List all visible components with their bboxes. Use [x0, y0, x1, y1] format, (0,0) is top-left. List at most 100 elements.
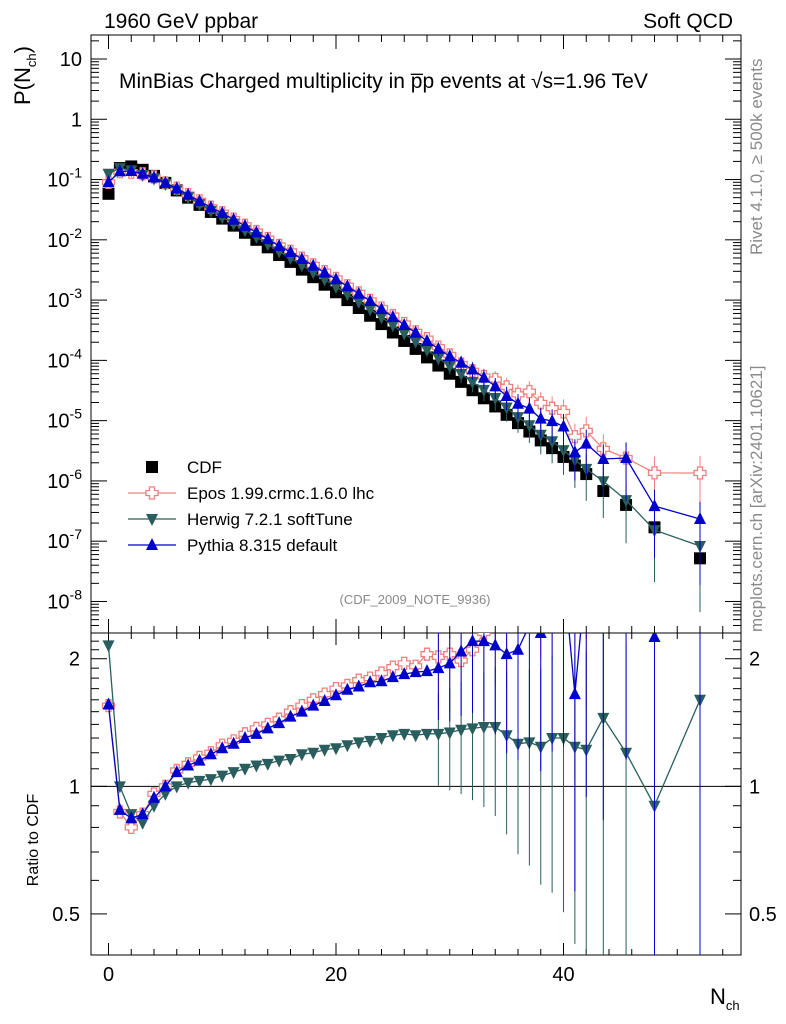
herwig-ratio-point — [159, 788, 172, 801]
herwig-ratio-point — [421, 728, 433, 741]
ratio-panel-frame — [90, 632, 742, 956]
herwig-ratio-point — [295, 749, 308, 762]
pythia-ratio-point — [182, 758, 195, 771]
pythia-ratio-point — [216, 741, 229, 754]
herwig-point — [341, 289, 354, 302]
y-tick-label: 10-5 — [47, 406, 82, 433]
pythia-point — [534, 411, 547, 424]
y-tick-label: 10-2 — [47, 225, 82, 252]
epos-point — [534, 396, 548, 410]
epos-point — [556, 405, 571, 419]
epos-ratio-point — [374, 666, 389, 680]
pythia-ratio-point — [597, 554, 609, 566]
epos-point — [522, 384, 537, 399]
pythia-ratio-point — [341, 682, 354, 695]
pythia-ratio-point — [295, 704, 308, 717]
pythia-ratio-point — [432, 661, 445, 674]
epos-ratio-point — [489, 591, 501, 603]
pythia-ratio-point — [580, 565, 592, 577]
herwig-ratio-point — [148, 800, 160, 813]
pythia-ratio-point — [273, 716, 286, 729]
herwig-ratio-point — [409, 730, 422, 743]
epos-ratio-point — [694, 181, 706, 193]
herwig-ratio-point — [113, 781, 126, 794]
pythia-point — [261, 232, 274, 245]
epos-ratio-point — [386, 660, 400, 674]
epos-point — [647, 466, 662, 480]
pythia-ratio-point — [330, 688, 342, 701]
ratio-tick-label: 2 — [69, 649, 80, 671]
pythia-point — [227, 212, 240, 225]
y-axis-label: P(Nch) — [10, 46, 39, 105]
pythia-point — [318, 265, 331, 278]
pythia-point — [477, 370, 490, 383]
epos-ratio-point — [569, 578, 581, 590]
y-tick-label: 10-3 — [47, 285, 82, 312]
pythia-ratio-point — [102, 697, 115, 710]
legend-marker-herwig — [146, 514, 158, 526]
pythia-point — [523, 401, 536, 414]
herwig-point — [477, 384, 490, 397]
herwig-ratio-point — [341, 740, 354, 753]
pythia-point — [364, 293, 377, 306]
epos-ratio-point — [420, 647, 434, 661]
herwig-ratio-point — [352, 737, 365, 750]
herwig-ratio-point — [398, 728, 411, 741]
herwig-ratio-point — [216, 770, 229, 783]
herwig-ratio-point — [386, 730, 399, 743]
pythia-point — [273, 239, 286, 252]
pythia-ratio-point — [239, 731, 251, 744]
herwig-point — [523, 420, 536, 433]
herwig-ratio-point — [284, 754, 297, 767]
pythia-point — [330, 272, 342, 285]
legend-label-epos: Epos 1.99.crmc.1.6.0 lhc — [187, 484, 375, 503]
cdf-point — [409, 342, 422, 355]
epos-ratio-point — [397, 656, 411, 671]
x-tick-label: 0 — [103, 964, 114, 986]
pythia-point — [489, 379, 502, 392]
pythia-point — [421, 334, 433, 347]
cdf-point — [421, 351, 433, 364]
pythia-ratio-point — [443, 656, 456, 669]
pythia-ratio-point — [386, 670, 399, 683]
epos-point — [545, 401, 559, 415]
pythia-ratio-point — [558, 565, 570, 577]
pythia-point — [113, 164, 126, 177]
pythia-point — [432, 341, 445, 354]
epos-point — [693, 466, 707, 480]
pythia-ratio-point — [568, 687, 581, 700]
ratio-plot-area — [101, 181, 706, 955]
pythia-point — [455, 355, 468, 368]
pythia-ratio-point — [113, 802, 126, 815]
epos-ratio-point — [124, 820, 138, 835]
pythia-ratio-point — [170, 765, 183, 778]
pythia-point — [648, 499, 661, 512]
rivet-label: Rivet 4.1.0, ≥ 500k events — [747, 59, 766, 255]
herwig-ratio-point — [455, 724, 468, 737]
herwig-point — [409, 336, 422, 349]
herwig-ratio-point — [102, 640, 115, 653]
pythia-point — [409, 325, 422, 338]
pythia-point — [307, 258, 320, 271]
pythia-ratio-point — [148, 790, 160, 803]
herwig-ratio-point — [170, 781, 183, 794]
herwig-ratio-point — [318, 744, 331, 757]
pythia-ratio-point — [352, 679, 365, 692]
y-tick-label: 1 — [71, 109, 82, 131]
y-tick-label: 10-6 — [47, 466, 82, 493]
herwig-ratio-point — [432, 728, 445, 741]
pythia-ratio-point — [534, 633, 547, 638]
herwig-ratio-point — [204, 774, 217, 787]
header-right: Soft QCD — [643, 10, 733, 33]
herwig-point — [364, 304, 377, 317]
herwig-point — [443, 361, 456, 374]
pythia-ratio-point — [523, 618, 535, 630]
pythia-ratio-point — [648, 633, 661, 643]
pythia-ratio-point — [159, 779, 172, 792]
pythia-point — [512, 396, 524, 409]
pythia-point — [170, 181, 183, 194]
herwig-point — [432, 353, 445, 366]
pythia-point — [443, 349, 456, 362]
herwig-ratio-point — [227, 767, 240, 780]
